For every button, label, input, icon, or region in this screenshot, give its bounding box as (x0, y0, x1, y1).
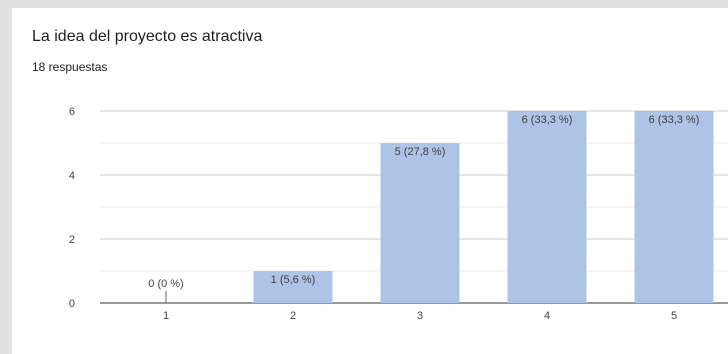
question-title: La idea del proyecto es atractiva (32, 28, 263, 45)
data-labels: 0 (0 %) 1 (5,6 %) 5 (27,8 %) 6 (33,3 %) 6 (3… (148, 114, 699, 290)
bars (165, 111, 714, 303)
bar-chart: 0 2 4 6 0 (0 %) 1 (5,6 %) 5 (27,8 %) 6 (33,3 %… (69, 106, 728, 322)
x-tick-label: 1 (163, 310, 169, 322)
data-label: 6 (33,3 %) (649, 114, 700, 126)
y-tick-label: 0 (69, 298, 75, 310)
y-axis-ticks: 0 2 4 6 (69, 106, 75, 310)
bar (634, 111, 714, 303)
data-label: 1 (5,6 %) (271, 274, 316, 286)
y-tick-label: 4 (69, 170, 75, 182)
y-tick-label: 2 (69, 234, 75, 246)
x-tick-label: 4 (544, 310, 550, 322)
response-count: 18 respuestas (32, 60, 108, 74)
x-tick-label: 3 (417, 310, 423, 322)
y-tick-label: 6 (69, 106, 75, 118)
x-tick-label: 5 (671, 310, 677, 322)
data-label: 5 (27,8 %) (395, 146, 446, 158)
bar (507, 111, 587, 303)
data-label: 6 (33,3 %) (522, 114, 573, 126)
data-label: 0 (0 %) (148, 278, 183, 290)
bar (380, 143, 460, 303)
x-axis-ticks: 1 2 3 4 5 (163, 310, 677, 322)
question-card: La idea del proyecto es atractiva 18 res… (12, 8, 728, 354)
bar (253, 271, 333, 303)
x-tick-label: 2 (290, 310, 296, 322)
